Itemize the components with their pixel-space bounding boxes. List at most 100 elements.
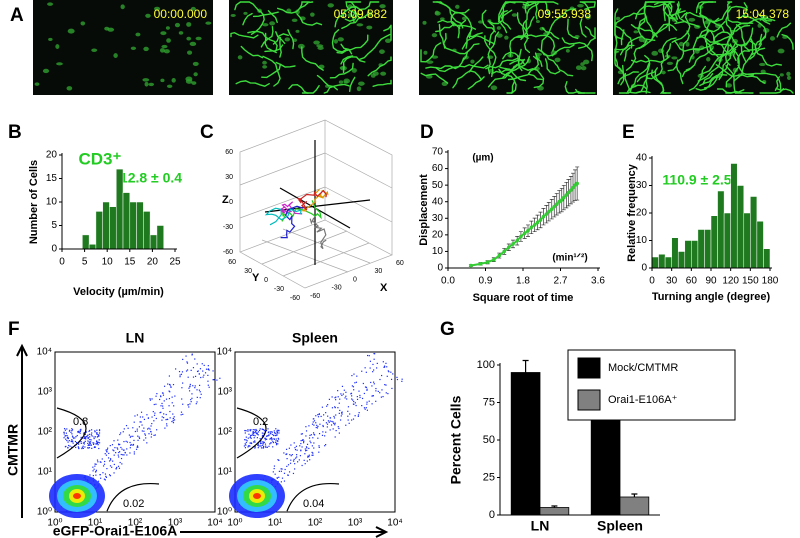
event	[128, 434, 130, 436]
cell	[161, 44, 168, 49]
event	[325, 444, 327, 446]
cell	[633, 30, 639, 34]
bar	[710, 215, 718, 269]
event	[135, 448, 138, 450]
cell	[297, 43, 305, 49]
event	[376, 367, 378, 369]
event	[382, 361, 384, 363]
event	[331, 396, 333, 398]
cell	[351, 68, 357, 73]
event	[249, 436, 251, 438]
event	[87, 442, 89, 445]
event	[276, 432, 278, 434]
y-tick-label: 100	[477, 359, 495, 371]
event	[109, 444, 111, 447]
event	[256, 429, 258, 432]
cell-track	[484, 35, 497, 78]
cell	[333, 39, 339, 44]
category-label: Spleen	[597, 518, 643, 534]
event	[167, 383, 169, 385]
x-tick-label: 1.8	[516, 276, 530, 287]
event	[372, 371, 374, 373]
cell-track	[510, 80, 516, 94]
event	[331, 420, 333, 423]
event	[189, 383, 191, 386]
event	[97, 444, 99, 446]
point	[526, 228, 530, 233]
bar	[102, 201, 110, 250]
event	[253, 431, 255, 434]
event	[70, 440, 72, 442]
bar	[756, 221, 764, 269]
event	[136, 428, 138, 430]
point	[538, 218, 543, 222]
event	[272, 471, 274, 473]
cell	[47, 2, 54, 6]
event	[103, 478, 106, 480]
cell	[191, 81, 197, 85]
event	[313, 442, 315, 444]
event	[154, 434, 156, 436]
box-grid	[282, 242, 370, 277]
event	[249, 436, 251, 439]
cell-track	[614, 12, 645, 40]
event	[273, 465, 276, 467]
event	[172, 383, 175, 386]
cell	[193, 72, 198, 77]
cell-track	[703, 63, 729, 89]
event	[120, 446, 122, 449]
event	[352, 403, 355, 405]
event	[273, 438, 275, 440]
event	[367, 354, 369, 357]
event	[381, 389, 383, 391]
cell-track	[666, 43, 672, 59]
z-tick-label: 30	[225, 174, 233, 181]
event	[156, 429, 158, 431]
point	[559, 198, 564, 202]
event	[71, 446, 73, 448]
cell-track	[541, 27, 560, 40]
event	[133, 451, 135, 453]
event	[302, 442, 305, 444]
event	[160, 411, 162, 413]
event	[247, 446, 249, 448]
event	[304, 453, 306, 455]
event	[207, 368, 209, 371]
point	[544, 212, 549, 216]
event	[270, 437, 272, 440]
cell-track	[515, 34, 556, 52]
event	[200, 376, 202, 379]
event	[350, 393, 352, 395]
event	[113, 440, 115, 442]
event	[136, 445, 139, 447]
event	[252, 433, 255, 435]
event	[283, 452, 285, 454]
event	[267, 428, 269, 430]
event	[354, 382, 356, 384]
event	[196, 389, 198, 391]
x-tick-label: -30	[332, 285, 342, 292]
cell	[496, 26, 502, 30]
event	[179, 374, 181, 376]
event	[139, 421, 141, 423]
y-tick-label: 10	[636, 235, 648, 246]
event	[254, 441, 256, 443]
event	[94, 430, 96, 432]
event	[337, 390, 339, 392]
y-tick-label: 60	[228, 259, 236, 266]
cell-track	[699, 41, 737, 76]
event	[379, 392, 381, 394]
event	[95, 433, 98, 435]
event	[80, 428, 82, 430]
y-tick-label: 30	[244, 268, 252, 275]
event	[143, 439, 145, 441]
event	[96, 436, 99, 438]
event	[287, 474, 289, 476]
event	[190, 369, 192, 371]
x-tick-label: 10⁰	[47, 518, 62, 529]
cell	[55, 44, 60, 49]
trajectory	[296, 189, 327, 211]
event	[77, 446, 79, 448]
event	[264, 439, 266, 441]
cell-track	[331, 29, 348, 53]
